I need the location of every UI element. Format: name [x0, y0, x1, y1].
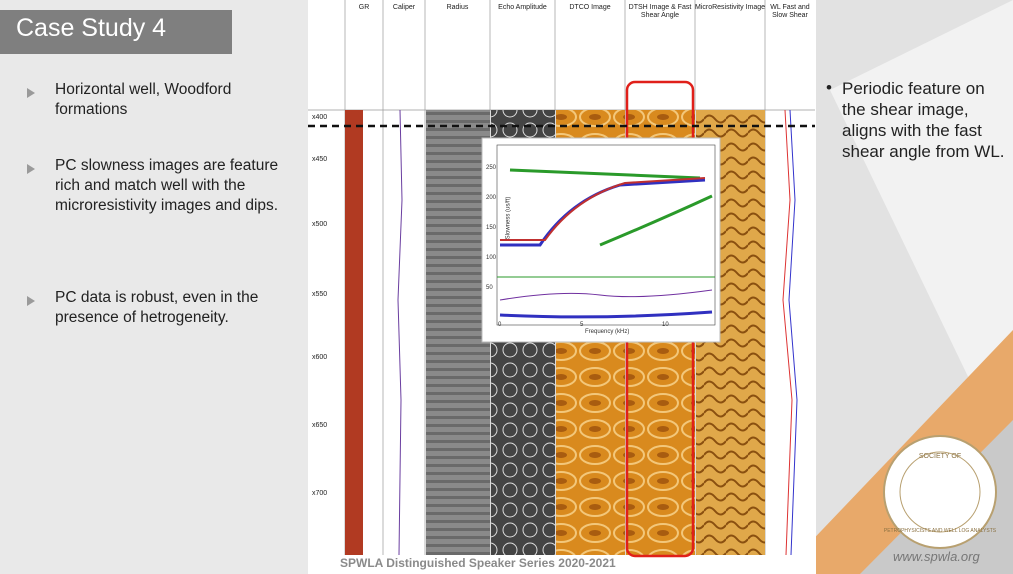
depth-label: x500 [312, 221, 328, 228]
wl-slow [788, 109, 798, 556]
inset-x-label: Frequency (kHz) [585, 329, 630, 335]
depth-label: x550 [312, 291, 328, 298]
bullet-marker [27, 164, 35, 174]
bullet-marker: • [826, 78, 832, 97]
bullet-marker [27, 88, 35, 98]
inset-curve [509, 168, 701, 180]
right-bullet: Periodic feature on the shear image, ali… [842, 79, 1005, 161]
depth-label: x450 [312, 156, 328, 163]
track-header: WL Fast and Slow Shear [770, 4, 810, 19]
inset-ytick: 250 [486, 165, 497, 171]
inset-axes [496, 144, 716, 326]
inset-curve [500, 177, 706, 241]
bullet: Horizontal well, Woodford formations [55, 81, 232, 118]
radius-image [426, 110, 490, 555]
bullet: PC data is robust, even in the presence … [55, 289, 259, 326]
title: Case Study 4 [16, 14, 167, 42]
inset-curve [599, 194, 713, 247]
depth-label: x400 [312, 114, 328, 121]
inset-ytick: 150 [486, 225, 497, 231]
inset-curve [499, 289, 713, 301]
title-bar [0, 10, 232, 54]
track-header: DTCO Image [569, 4, 611, 11]
track-header: Caliper [392, 4, 416, 11]
inset-xtick: 5 [580, 322, 584, 328]
inset-ytick: 100 [486, 255, 497, 261]
logo-top: SOCIETY OF [919, 453, 961, 460]
track-header: Echo Amplitude [498, 4, 547, 11]
caliper-curve [397, 109, 403, 556]
bg-shape [830, 0, 1013, 470]
logo-ring [899, 451, 981, 533]
depth-label: x700 [312, 490, 328, 497]
inset-ytick: 50 [486, 285, 493, 291]
inset-y-label: Slowness (us/ft) [505, 196, 512, 240]
depth-label: x650 [312, 422, 328, 429]
wl-fast [782, 109, 793, 556]
url: www.spwla.org [893, 549, 980, 564]
inset-xtick: 0 [498, 322, 502, 328]
footer: SPWLA Distinguished Speaker Series 2020-… [340, 556, 616, 570]
inset-xtick: 10 [662, 322, 669, 328]
inset-curve [499, 310, 713, 319]
bullet-marker [27, 296, 35, 306]
track-header: GR [358, 4, 370, 11]
logo-ring-text: PETROPHYSICISTS AND WELL LOG ANALYSTS [884, 528, 997, 534]
track-header: DTSH Image & Fast Shear Angle [628, 4, 692, 19]
depth-label: x600 [312, 354, 328, 361]
track-header: MicroResistivity Image [695, 4, 766, 11]
bullet: PC slowness images are feature rich and … [55, 157, 279, 214]
inset-ytick: 200 [486, 195, 497, 201]
gr-fill [345, 110, 363, 555]
track-header: Radius [446, 4, 469, 11]
